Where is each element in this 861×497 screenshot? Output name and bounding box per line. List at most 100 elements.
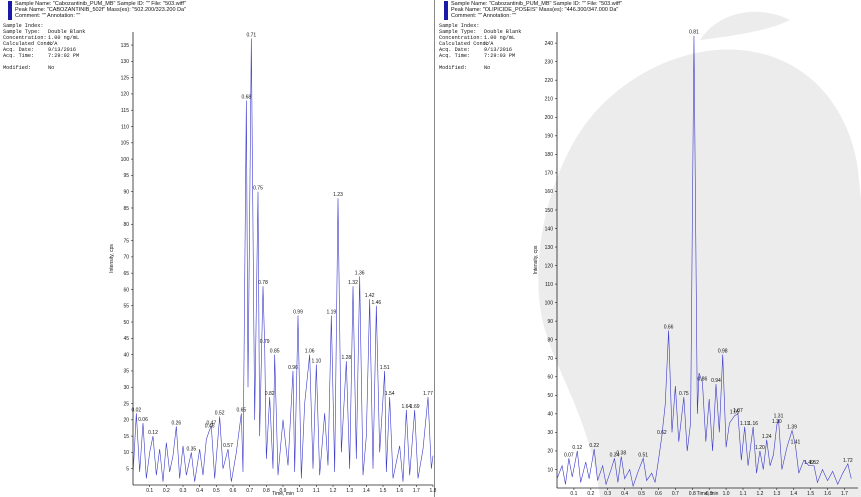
peak-label: 0.75 (679, 391, 689, 397)
y-tick-label: 110 (545, 282, 553, 288)
peak-label: 0.99 (293, 310, 303, 316)
y-tick-label: 135 (121, 43, 130, 49)
peak-label: 1.23 (333, 192, 343, 198)
y-tick-label: 120 (121, 92, 130, 98)
x-tick-label: 1.8 (430, 488, 437, 494)
header-line: Comment: "" Annotation: "" (15, 13, 80, 19)
y-tick-label: 60 (547, 375, 553, 381)
peak-label: 1.72 (843, 458, 853, 464)
y-tick-label: 10 (547, 467, 553, 473)
peak-label: 0.06 (138, 417, 148, 423)
x-axis-label: Time, min (272, 491, 294, 497)
info-label: Acq. Time: (3, 53, 34, 59)
peak-label: 0.71 (246, 33, 256, 39)
info-value: No (484, 65, 490, 71)
header-marker (444, 1, 448, 20)
peak-label: 0.85 (270, 349, 280, 355)
y-tick-label: 70 (547, 356, 553, 362)
screenshot: Sample Name: "Cabozantinib_PUM_MB" Sampl… (0, 0, 861, 497)
peak-label: 1.51 (380, 365, 390, 371)
peak-label: 0.75 (253, 186, 263, 192)
peak-label: 1.19 (326, 310, 336, 316)
x-tick-label: 0.2 (163, 488, 170, 494)
y-tick-label: 65 (123, 271, 129, 277)
x-tick-label: 0.7 (246, 488, 253, 494)
y-tick-label: 30 (547, 430, 553, 436)
x-tick-label: 1.3 (346, 488, 353, 494)
y-tick-label: 40 (123, 352, 129, 358)
x-tick-label: 0.4 (621, 491, 628, 497)
peak-label: 0.22 (589, 443, 599, 449)
peak-label: 1.10 (311, 358, 321, 364)
x-tick-label: 1.0 (296, 488, 303, 494)
peak-label: 1.41 (791, 439, 801, 445)
y-tick-label: 35 (123, 369, 129, 375)
y-tick-label: 240 (545, 41, 554, 47)
x-tick-label: 0.6 (655, 491, 662, 497)
peak-label: 1.16 (748, 421, 758, 427)
peak-label: 0.51 (638, 452, 648, 458)
x-tick-label: 1.6 (396, 488, 403, 494)
y-tick-label: 20 (123, 418, 129, 424)
peak-label: 0.12 (148, 430, 158, 436)
peak-label: 1.24 (762, 434, 772, 440)
peak-label: 0.62 (657, 430, 667, 436)
x-tick-label: 1.1 (740, 491, 747, 497)
y-tick-label: 70 (123, 255, 129, 261)
x-tick-label: 0.6 (230, 488, 237, 494)
y-tick-label: 55 (123, 304, 129, 310)
info-label: Modified: (3, 65, 31, 71)
peak-label: 0.02 (131, 407, 141, 413)
peak-label: 0.98 (718, 349, 728, 355)
peak-label: 0.66 (664, 324, 674, 330)
peak-label: 0.52 (215, 411, 225, 417)
x-tick-label: 1.0 (723, 491, 730, 497)
x-axis-label: Time, min (697, 491, 719, 497)
peak-label: 1.52 (809, 460, 819, 466)
y-tick-label: 60 (123, 287, 129, 293)
y-tick-label: 140 (545, 226, 554, 232)
x-tick-label: 0.3 (604, 491, 611, 497)
x-tick-label: 0.1 (146, 488, 153, 494)
y-axis-label: Intensity, cps (533, 245, 539, 274)
y-tick-label: 40 (547, 412, 553, 418)
info-label: Modified: (439, 65, 467, 71)
y-tick-label: 5 (126, 467, 129, 473)
y-tick-label: 160 (545, 189, 554, 195)
x-tick-label: 0.1 (570, 491, 577, 497)
peak-label: 1.20 (755, 445, 765, 451)
peak-label: 0.26 (171, 420, 181, 426)
y-tick-label: 180 (545, 152, 554, 158)
x-tick-label: 1.5 (807, 491, 814, 497)
x-tick-label: 1.7 (413, 488, 420, 494)
x-tick-label: 1.4 (363, 488, 370, 494)
y-tick-label: 80 (547, 338, 553, 344)
y-tick-label: 100 (545, 300, 554, 306)
y-tick-label: 80 (123, 222, 129, 228)
peak-label: 0.86 (698, 376, 708, 382)
y-tick-label: 10 (123, 450, 129, 456)
y-tick-label: 85 (123, 206, 129, 212)
y-tick-label: 210 (545, 97, 554, 103)
x-tick-label: 0.7 (672, 491, 679, 497)
y-tick-label: 190 (545, 134, 554, 140)
peak-label: 0.68 (241, 94, 251, 100)
x-tick-label: 1.5 (380, 488, 387, 494)
y-tick-label: 100 (121, 157, 130, 163)
y-tick-label: 45 (123, 336, 129, 342)
peak-label: 1.54 (385, 391, 395, 397)
peak-label: 1.31 (774, 413, 784, 419)
header-line: Comment: "" Annotation: "" (451, 13, 516, 19)
x-tick-label: 0.5 (638, 491, 645, 497)
y-tick-label: 115 (121, 108, 129, 114)
peak-label: 1.77 (423, 391, 433, 397)
peak-label: 0.96 (288, 365, 298, 371)
info-label: Acq. Time: (439, 53, 470, 59)
x-tick-label: 1.2 (330, 488, 337, 494)
y-tick-label: 110 (121, 124, 129, 130)
x-tick-label: 0.4 (196, 488, 203, 494)
y-tick-label: 125 (121, 75, 130, 81)
peak-label: 0.65 (236, 407, 246, 413)
peak-label: 0.94 (711, 378, 721, 384)
y-tick-label: 95 (123, 173, 129, 179)
